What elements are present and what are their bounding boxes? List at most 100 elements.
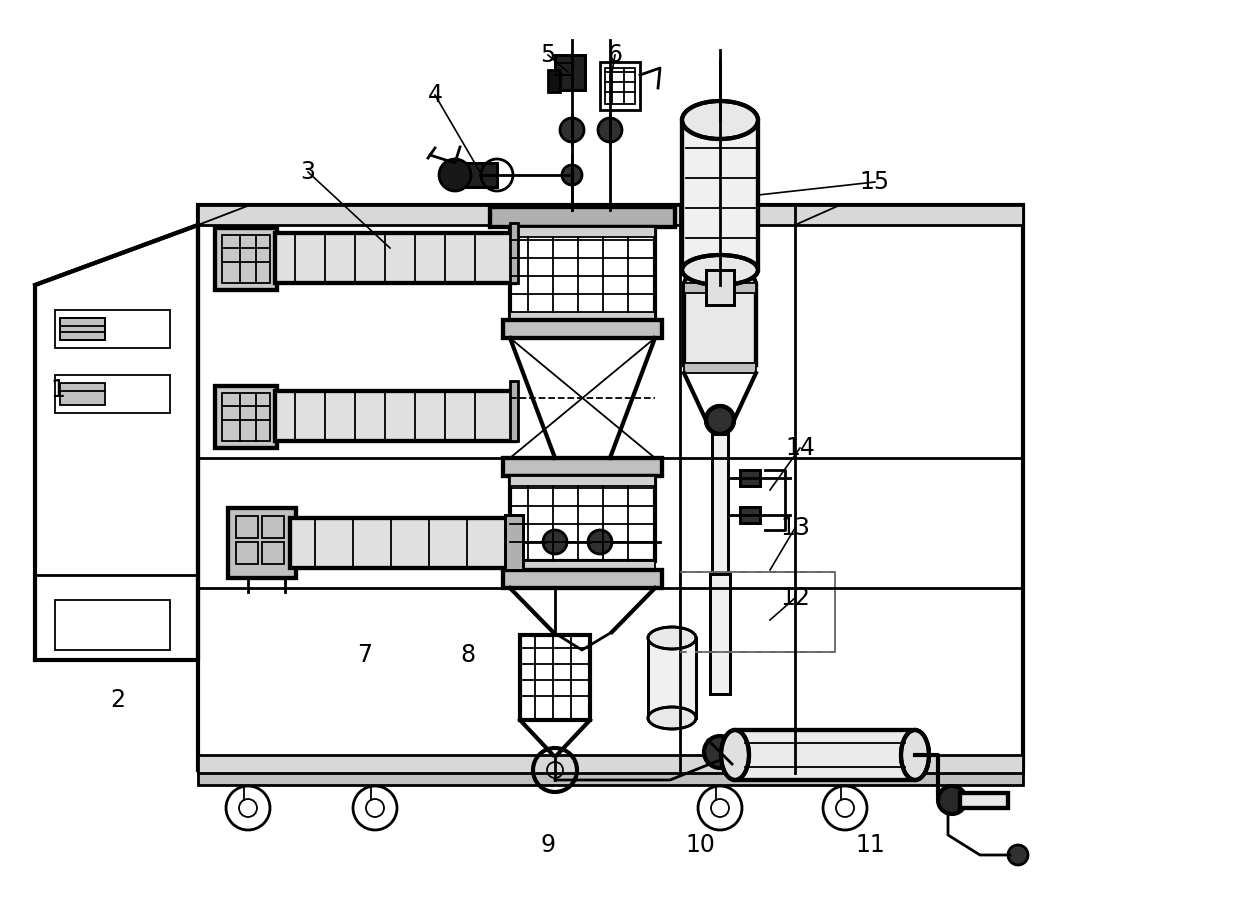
Bar (262, 516, 284, 538)
Ellipse shape (682, 255, 758, 285)
Ellipse shape (901, 730, 929, 780)
Bar (711, 574, 730, 694)
Bar (198, 773, 1023, 785)
Circle shape (1008, 845, 1028, 865)
Circle shape (560, 118, 584, 142)
Text: 12: 12 (780, 586, 810, 610)
Bar (740, 507, 760, 523)
Bar (510, 312, 655, 322)
Bar (556, 55, 585, 90)
Text: 6: 6 (608, 43, 622, 67)
Bar (275, 233, 515, 283)
Bar (684, 363, 756, 373)
Text: 13: 13 (780, 516, 810, 540)
Text: 1: 1 (51, 378, 66, 402)
Bar (198, 755, 1023, 775)
Bar (215, 228, 277, 290)
Bar (510, 476, 655, 486)
Bar (740, 470, 760, 486)
Bar (55, 375, 170, 413)
Bar (236, 516, 258, 538)
Bar (228, 508, 296, 578)
Circle shape (598, 118, 622, 142)
Bar (510, 227, 655, 322)
Text: 10: 10 (684, 833, 715, 857)
Ellipse shape (649, 707, 696, 729)
Bar (706, 270, 734, 305)
Bar (275, 391, 515, 441)
Bar (605, 68, 635, 104)
Bar (503, 320, 662, 338)
Bar (505, 515, 523, 570)
Bar (649, 638, 696, 718)
Circle shape (588, 530, 613, 554)
Ellipse shape (684, 266, 756, 304)
Bar (740, 507, 760, 523)
Bar (510, 227, 655, 237)
Bar (222, 235, 270, 283)
Bar (600, 62, 640, 110)
Bar (490, 207, 675, 227)
Bar (510, 476, 655, 561)
Bar (215, 228, 277, 290)
Text: 3: 3 (300, 160, 315, 184)
Bar (275, 233, 515, 283)
Bar (740, 470, 760, 486)
Bar (684, 285, 756, 365)
Bar (684, 285, 756, 365)
Bar (503, 570, 662, 588)
Text: 11: 11 (856, 833, 885, 857)
Bar (960, 793, 1008, 808)
Bar (60, 318, 105, 340)
Circle shape (937, 786, 966, 814)
Bar (735, 730, 915, 780)
Text: 14: 14 (785, 436, 815, 460)
Bar (682, 120, 758, 270)
Bar (682, 120, 758, 270)
Bar (706, 270, 734, 305)
Bar (290, 518, 510, 568)
Bar (510, 381, 518, 441)
Text: 4: 4 (428, 83, 443, 107)
Bar (262, 542, 284, 564)
Text: 9: 9 (541, 833, 556, 857)
Bar (60, 318, 105, 340)
Text: 7: 7 (357, 643, 372, 667)
Bar (503, 458, 662, 476)
Bar (735, 730, 915, 780)
Bar (228, 508, 296, 578)
Bar (290, 518, 510, 568)
Circle shape (439, 159, 471, 191)
Bar (455, 163, 497, 187)
Ellipse shape (682, 101, 758, 139)
Ellipse shape (649, 627, 696, 649)
Bar (711, 574, 730, 694)
Bar (520, 635, 590, 720)
Bar (503, 570, 662, 588)
Bar (55, 600, 170, 650)
Bar (222, 393, 270, 441)
Bar (215, 386, 277, 448)
Bar (60, 383, 105, 405)
Circle shape (562, 165, 582, 185)
Bar (548, 70, 560, 92)
Bar (510, 223, 518, 283)
Bar (55, 310, 170, 348)
Bar (236, 542, 258, 564)
Bar (556, 55, 585, 90)
Text: 8: 8 (460, 643, 476, 667)
Bar (198, 205, 1023, 225)
Bar (490, 207, 675, 227)
Text: 5: 5 (541, 43, 556, 67)
Circle shape (543, 530, 567, 554)
Circle shape (706, 406, 734, 434)
Text: 2: 2 (110, 688, 125, 712)
Bar (712, 434, 728, 574)
Bar (684, 283, 756, 293)
Bar (680, 572, 835, 652)
Bar (198, 205, 1023, 770)
Bar (649, 638, 696, 718)
Bar (510, 561, 655, 571)
Bar (503, 320, 662, 338)
Circle shape (704, 736, 737, 768)
